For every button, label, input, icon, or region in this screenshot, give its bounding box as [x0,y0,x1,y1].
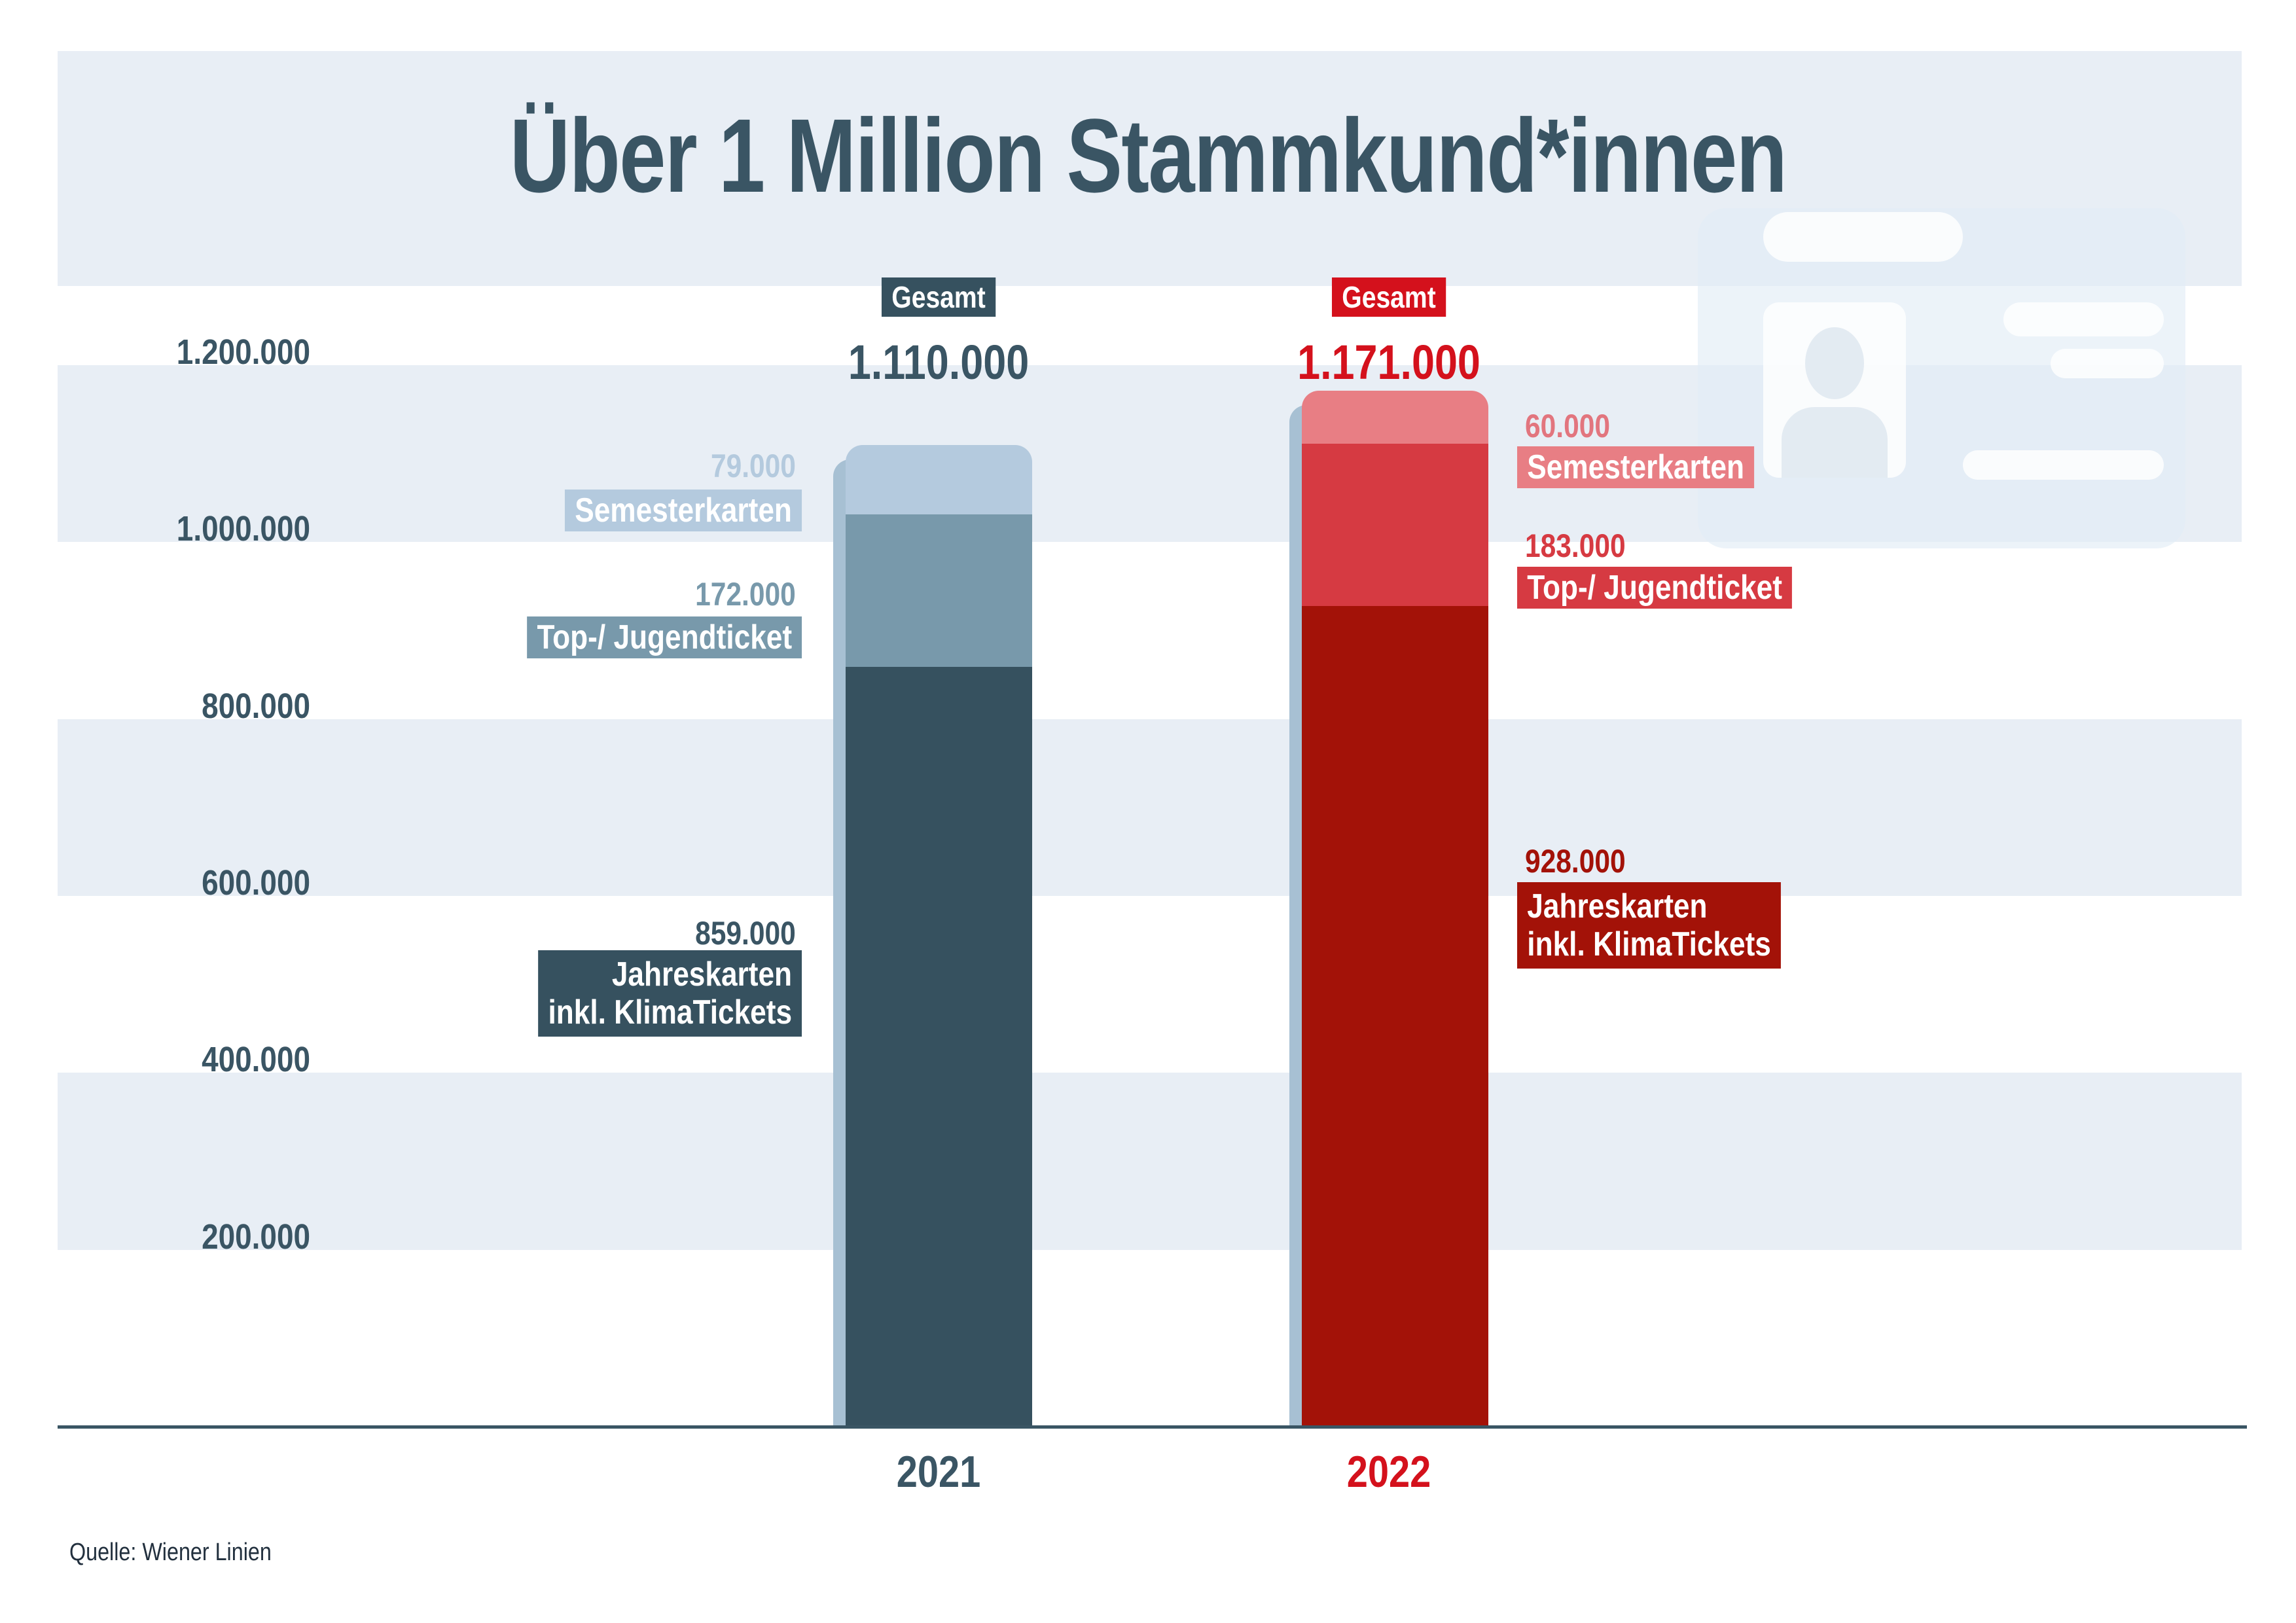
badge-line-1: Jahreskarten [611,955,792,993]
person-icon [1805,327,1864,399]
ghost-idcard-text-bar-1 [2003,302,2164,336]
value-jahreskarten-2022: 928.000 [1525,843,1626,880]
source-note: Quelle: Wiener Linien [69,1539,272,1566]
series-badge-jahreskarten-2021: Jahreskarten inkl. KlimaTickets [537,950,802,1037]
background-band-2 [58,719,2242,896]
ghost-idcard-text-bar-2 [2051,349,2164,378]
ghost-idcard-text-bar-3 [1963,450,2164,480]
value-topjugendticket-2021: 172.000 [695,576,796,613]
ghost-idcard-header-bar [1763,212,1963,262]
bar-segment-2021-jahreskarten-inkl-klimatickets [846,666,1032,1427]
total-value-2022: 1.171.000 [1297,335,1480,389]
value-topjugendticket-2022: 183.000 [1525,527,1626,564]
badge-line-1: Jahreskarten [1527,887,1708,925]
y-axis-label-200000: 200.000 [202,1217,310,1257]
series-badge-topjugendticket-2022: Top-/ Jugendticket [1517,567,1793,609]
gesamt-badge-2021: Gesamt [881,277,996,317]
badge-line-2: inkl. KlimaTickets [1527,925,1771,963]
series-badge-semesterkarten-2022: Semesterkarten [1517,446,1755,488]
person-icon-body [1782,407,1888,478]
y-axis-label-400000: 400.000 [202,1040,310,1079]
y-axis-label-1200000: 1.200.000 [176,332,310,372]
series-badge-semesterkarten-2021: Semesterkarten [564,490,802,531]
y-axis-label-1000000: 1.000.000 [176,509,310,548]
gesamt-badge-2022: Gesamt [1331,277,1446,317]
value-semesterkarten-2021: 79.000 [711,448,796,484]
bar-segment-2022-jahreskarten-inkl-klimatickets [1302,605,1488,1427]
bar-segment-2021-top-jugendticket [846,514,1032,667]
badge-line-2: inkl. KlimaTickets [548,993,792,1031]
page-title: Über 1 Million Stammkund*innen [509,97,1787,214]
bar-segment-2022-top-jugendticket [1302,444,1488,606]
y-axis-label-800000: 800.000 [202,687,310,726]
total-value-2021: 1.110.000 [848,335,1030,389]
x-axis-line [58,1425,2247,1429]
background-band-3 [58,1073,2242,1250]
y-axis-label-600000: 600.000 [202,863,310,902]
series-badge-topjugendticket-2021: Top-/ Jugendticket [526,616,802,658]
series-badge-jahreskarten-2022: Jahreskarten inkl. KlimaTickets [1517,882,1782,969]
x-axis-label-2022: 2022 [1346,1447,1431,1497]
value-semesterkarten-2022: 60.000 [1525,408,1610,444]
bar-segment-2022-semesterkarten [1302,391,1488,444]
value-jahreskarten-2021: 859.000 [695,915,796,952]
x-axis-label-2021: 2021 [896,1447,981,1497]
bar-segment-2021-semesterkarten [846,444,1032,515]
ghost-idcard-photo-box [1763,302,1906,478]
